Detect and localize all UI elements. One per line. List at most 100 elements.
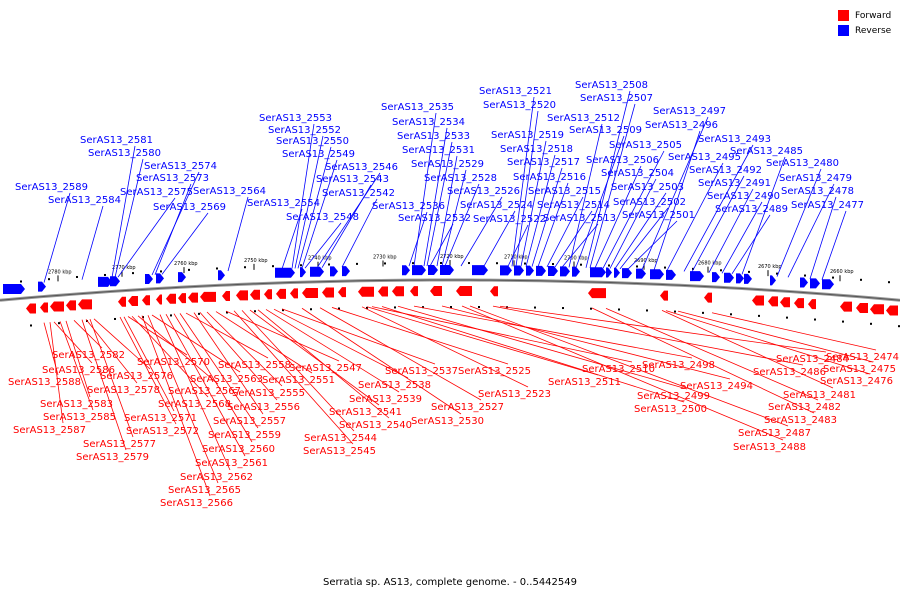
reverse-connector: [43, 192, 71, 283]
reverse-connector: [531, 167, 563, 267]
reverse-gene-feature: [156, 273, 164, 284]
reverse-gene-feature: [402, 265, 410, 276]
ruler-dot: [720, 269, 722, 272]
scale-tick-label: 2700 kbp: [564, 256, 588, 262]
ruler-dot: [552, 263, 554, 266]
reverse-gene-feature: [218, 270, 225, 281]
ruler-dot: [244, 266, 246, 269]
forward-gene-label: SerAS13_2498: [642, 360, 715, 371]
reverse-connector: [291, 123, 315, 269]
ruler-dot: [534, 306, 536, 309]
ruler-dot: [76, 275, 78, 278]
reverse-connector: [787, 183, 835, 278]
reverse-gene-label: SerAS13_2521: [479, 86, 552, 97]
forward-gene-label: SerAS13_2544: [304, 433, 377, 444]
forward-connector: [59, 321, 94, 411]
scale-tick-label: 2660 kbp: [830, 269, 854, 275]
forward-gene-label: SerAS13_2587: [13, 425, 86, 436]
reverse-gene-label: SerAS13_2584: [48, 195, 121, 206]
gene-features: [3, 265, 898, 316]
legend-forward-label: Forward: [855, 10, 892, 21]
forward-gene-label: SerAS13_2576: [100, 371, 173, 382]
reverse-connector: [515, 110, 539, 267]
reverse-connector: [321, 184, 372, 268]
reverse-gene-label: SerAS13_2564: [193, 186, 266, 197]
ruler-dot: [160, 270, 162, 273]
ruler-dot: [842, 320, 844, 323]
reverse-gene-label: SerAS13_2496: [645, 120, 718, 131]
ruler-dot: [496, 262, 498, 265]
ruler-dot: [674, 310, 676, 313]
scale-tick-label: 2670 kbp: [758, 264, 782, 270]
reverse-swatch: [838, 25, 849, 36]
forward-gene-label: SerAS13_2487: [738, 428, 811, 439]
ruler-dot: [730, 313, 732, 316]
forward-connector: [413, 305, 693, 359]
forward-connector: [265, 309, 400, 393]
reverse-connector: [507, 224, 529, 267]
ruler-dot: [300, 264, 302, 267]
reverse-gene-feature: [690, 271, 704, 282]
ruler-dot: [758, 314, 760, 317]
ruler-dot: [272, 265, 274, 268]
reverse-gene-feature: [110, 276, 120, 287]
reverse-gene-label: SerAS13_2501: [622, 210, 695, 221]
ruler-dot: [646, 309, 648, 312]
forward-gene-feature: [156, 294, 162, 305]
forward-connector: [441, 305, 731, 380]
reverse-gene-feature: [800, 277, 808, 288]
forward-gene-label: SerAS13_2500: [634, 404, 707, 415]
forward-gene-label: SerAS13_2545: [303, 446, 376, 457]
ruler-dot: [132, 272, 134, 275]
reverse-gene-label: SerAS13_2546: [325, 162, 398, 173]
ruler-dot: [898, 325, 900, 328]
ruler-dot: [870, 322, 872, 325]
forward-gene-label: SerAS13_2540: [339, 420, 412, 431]
forward-gene-label: SerAS13_2563: [190, 374, 263, 385]
reverse-connector: [81, 205, 104, 280]
reverse-gene-feature: [712, 272, 720, 283]
forward-connector: [159, 314, 231, 471]
forward-gene-feature: [490, 286, 498, 297]
reverse-gene-feature: [500, 265, 512, 276]
reverse-connector: [537, 182, 569, 267]
reverse-gene-label: SerAS13_2514: [537, 200, 610, 211]
legend-forward: Forward: [838, 8, 891, 23]
reverse-gene-label: SerAS13_2554: [247, 198, 320, 209]
forward-gene-feature: [660, 290, 668, 301]
reverse-connector: [301, 159, 338, 269]
forward-gene-label: SerAS13_2588: [8, 377, 81, 388]
forward-gene-label: SerAS13_2523: [478, 389, 551, 400]
forward-gene-label: SerAS13_2488: [733, 442, 806, 453]
forward-connector: [93, 318, 151, 370]
forward-gene-feature: [40, 302, 48, 313]
reverse-gene-label: SerAS13_2515: [528, 186, 601, 197]
forward-gene-feature: [236, 290, 248, 301]
forward-gene-label: SerAS13_2481: [783, 390, 856, 401]
reverse-connector: [426, 141, 453, 267]
reverse-gene-feature: [514, 265, 524, 276]
reverse-gene-feature: [666, 269, 676, 280]
forward-connector: [331, 307, 509, 365]
ruler-dot: [786, 316, 788, 319]
forward-gene-label: SerAS13_2568: [158, 399, 231, 410]
reverse-gene-feature: [526, 265, 534, 276]
forward-connector: [677, 310, 874, 363]
reverse-connector: [154, 183, 192, 275]
ruler-dot: [580, 263, 582, 266]
ruler-dot: [814, 318, 816, 321]
forward-gene-label: SerAS13_2511: [548, 377, 621, 388]
forward-gene-label: SerAS13_2556: [227, 402, 300, 413]
reverse-connector: [585, 90, 631, 268]
reverse-gene-feature: [342, 266, 350, 277]
reverse-connector: [561, 223, 599, 268]
forward-gene-feature: [200, 291, 216, 302]
reverse-gene-label: SerAS13_2532: [398, 213, 471, 224]
reverse-gene-feature: [810, 278, 820, 289]
forward-gene-feature: [78, 299, 92, 310]
reverse-connector: [546, 196, 584, 268]
forward-gene-label: SerAS13_2530: [411, 416, 484, 427]
reverse-connector: [316, 172, 381, 269]
forward-connector: [151, 314, 241, 373]
